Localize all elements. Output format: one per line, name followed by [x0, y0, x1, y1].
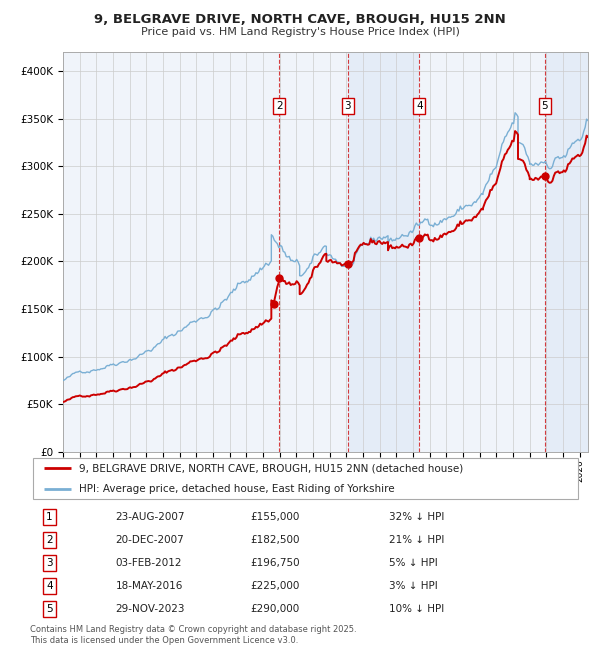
Text: Price paid vs. HM Land Registry's House Price Index (HPI): Price paid vs. HM Land Registry's House …	[140, 27, 460, 37]
Text: 3% ↓ HPI: 3% ↓ HPI	[389, 581, 437, 591]
Text: £196,750: £196,750	[251, 558, 301, 568]
Bar	[545, 52, 588, 452]
Text: 23-AUG-2007: 23-AUG-2007	[116, 512, 185, 521]
Text: 21% ↓ HPI: 21% ↓ HPI	[389, 535, 444, 545]
Text: 9, BELGRAVE DRIVE, NORTH CAVE, BROUGH, HU15 2NN (detached house): 9, BELGRAVE DRIVE, NORTH CAVE, BROUGH, H…	[79, 463, 463, 473]
Text: 4: 4	[46, 581, 53, 591]
Text: 29-NOV-2023: 29-NOV-2023	[116, 604, 185, 614]
Text: 32% ↓ HPI: 32% ↓ HPI	[389, 512, 444, 521]
Bar	[348, 52, 419, 452]
Bar	[545, 52, 588, 452]
Text: 2: 2	[46, 535, 53, 545]
Text: 5: 5	[542, 101, 548, 111]
Text: £290,000: £290,000	[251, 604, 300, 614]
Text: 03-FEB-2012: 03-FEB-2012	[116, 558, 182, 568]
Text: £225,000: £225,000	[251, 581, 300, 591]
Text: 3: 3	[344, 101, 351, 111]
Text: 5: 5	[46, 604, 53, 614]
Text: 1: 1	[46, 512, 53, 521]
Text: 3: 3	[46, 558, 53, 568]
Text: 4: 4	[416, 101, 422, 111]
Text: 5% ↓ HPI: 5% ↓ HPI	[389, 558, 437, 568]
Text: 9, BELGRAVE DRIVE, NORTH CAVE, BROUGH, HU15 2NN: 9, BELGRAVE DRIVE, NORTH CAVE, BROUGH, H…	[94, 13, 506, 26]
Text: 10% ↓ HPI: 10% ↓ HPI	[389, 604, 444, 614]
Text: 18-MAY-2016: 18-MAY-2016	[116, 581, 183, 591]
Text: HPI: Average price, detached house, East Riding of Yorkshire: HPI: Average price, detached house, East…	[79, 484, 394, 493]
Text: Contains HM Land Registry data © Crown copyright and database right 2025.
This d: Contains HM Land Registry data © Crown c…	[30, 625, 356, 645]
FancyBboxPatch shape	[33, 458, 578, 499]
Text: 20-DEC-2007: 20-DEC-2007	[116, 535, 184, 545]
Text: £155,000: £155,000	[251, 512, 300, 521]
Text: 2: 2	[276, 101, 283, 111]
Text: £182,500: £182,500	[251, 535, 301, 545]
